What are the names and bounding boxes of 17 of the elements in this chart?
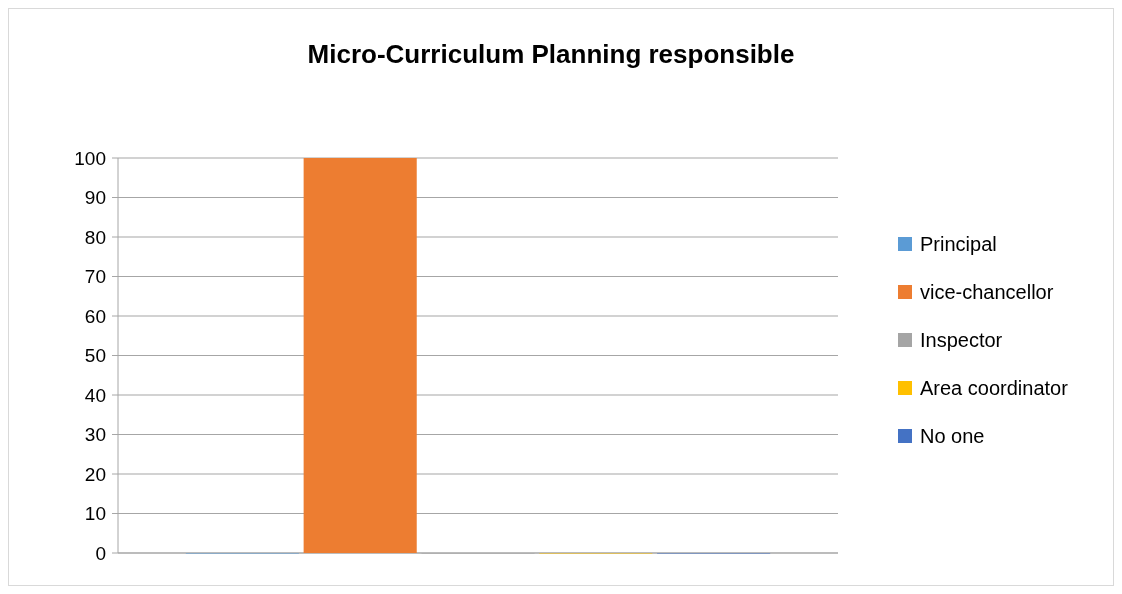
y-tick-label: 100 [74,147,106,169]
legend-label: Principal [920,233,997,255]
legend-label: No one [920,425,985,447]
legend-label: Area coordinator [920,377,1069,399]
chart-title: Micro-Curriculum Planning responsible [307,39,795,69]
y-tick-label: 0 [95,542,106,564]
y-tick-label: 30 [84,424,106,446]
y-tick-label: 60 [84,305,106,327]
y-tick-label: 70 [84,266,106,288]
y-tick-label: 10 [84,503,106,525]
y-tick-label: 50 [84,345,106,367]
y-tick-label: 20 [84,463,106,485]
y-tick-label: 90 [84,187,106,209]
y-tick-label: 80 [84,226,106,248]
legend-label: vice-chancellor [920,281,1054,303]
y-tick-label: 40 [84,384,106,406]
legend-label: Inspector [920,329,1003,351]
